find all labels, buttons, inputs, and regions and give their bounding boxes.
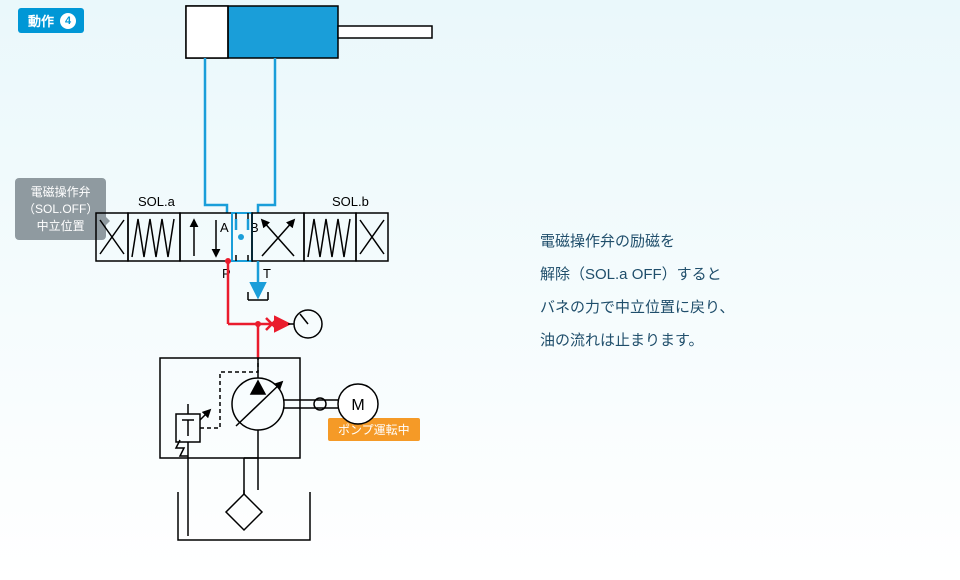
pt-lines [225,258,268,324]
center-closed-ports [236,219,248,240]
hydraulic-diagram: M [0,0,960,580]
pressure-gauge [288,310,322,338]
motor-label: M [351,397,364,414]
cylinder-lines [205,58,275,213]
pump-unit [160,358,378,458]
cylinder [186,6,432,58]
red-flow [228,318,288,358]
reservoir [178,458,310,540]
